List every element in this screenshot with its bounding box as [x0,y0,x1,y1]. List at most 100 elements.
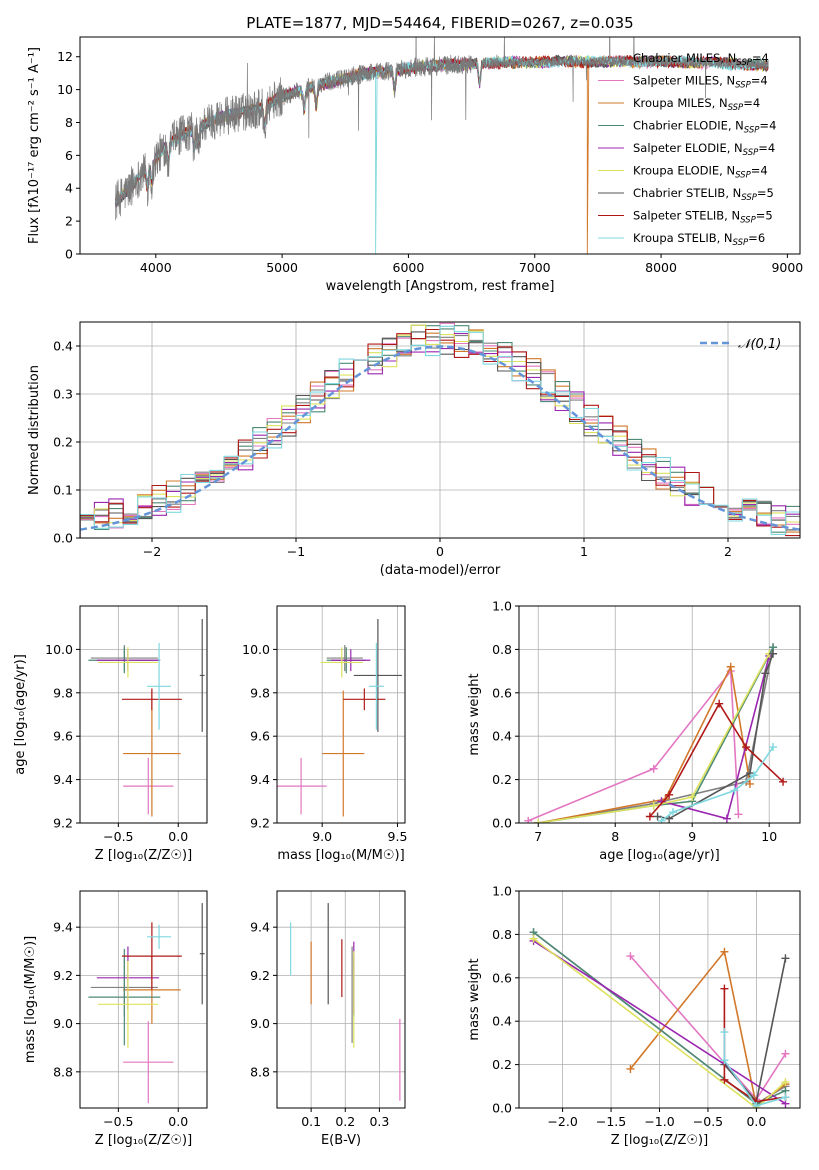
residual-histogram [80,325,800,538]
x-tick-label: −2 [143,544,161,559]
x-tick-label: −0.5 [103,1114,133,1129]
y-tick-label: 0.2 [492,772,512,787]
error-bar-point [322,690,365,817]
mass-weight-marker [781,1093,790,1102]
y-tick-label: 0.2 [53,435,73,450]
mass-weight-marker [649,764,658,773]
x-tick-label: 2 [724,544,732,559]
legend-nssp-subscript: SSP [744,126,760,136]
y-tick-label: 9.0 [250,1016,270,1031]
legend-nssp-subscript: SSP [733,238,749,248]
plot-content [277,619,402,817]
y-tick-label: 10 [57,82,73,97]
error-bar-point [353,619,402,732]
x-tick-label: 7 [534,829,542,844]
mass-weight-marker [720,1075,729,1084]
legend-model-name: Kroupa ELODIE [633,164,719,178]
y-axis-label: Normed distribution [27,365,42,495]
legend-entry: 𝒩(0,1) [738,337,781,352]
y-tick-label: 9.2 [53,816,73,831]
mass-weight-line [527,668,740,822]
x-axis-label: wavelength [Angstrom, rest frame] [326,279,555,294]
mass-weight-marker [665,790,674,799]
y-tick-label: 9.2 [250,816,270,831]
error-bar-point [199,619,205,732]
mass-weight-marker [524,816,533,823]
legend-nssp-prefix: , N [719,164,735,178]
y-tick-label: 9.4 [53,772,73,787]
x-tick-label: 5000 [266,260,298,275]
axes-frame [276,605,406,824]
legend-nssp-prefix: , N [724,209,740,223]
mass-weight-marker [720,947,729,956]
mass-weight-marker [715,699,724,708]
mass-weight-line [723,958,787,1104]
legend-entry: Salpeter STELIB, NSSP=5 [633,209,773,226]
y-tick-label: 9.8 [250,685,270,700]
y-tick-label: 9.8 [53,685,73,700]
y-tick-label: 6 [65,148,73,163]
y-tick-label: 10.0 [45,642,73,657]
axes-frame [79,36,801,255]
mass-weight-marker [769,743,778,752]
error-bar-point [368,642,384,730]
legend-nssp-subscript: SSP [741,193,757,203]
legend-nssp-eq: = [743,96,753,110]
spectrum-panel: 4000 5000 6000 7000 8000 9000 0 2 4 6 8 10 12 wavelen… [27,36,803,294]
plot-content [529,928,790,1108]
y-axis-label: mass weight [467,958,482,1040]
x-tick-label: 9 [688,829,696,844]
x-tick-label: 9.5 [388,829,408,844]
y-tick-label: 9.0 [53,1016,73,1031]
mass-weight-marker [781,1077,790,1086]
mass-weight-marker [626,952,635,961]
legend-entry: Salpeter ELODIE, NSSP=4 [633,141,775,158]
x-tick-label: −0.5 [103,829,133,844]
residual-histogram-panel: −2 −1 0 1 2 0.0 0.1 0.2 0.3 0.4 (data-model)/error… [27,321,801,578]
y-tick-label: 1.0 [492,884,512,899]
error-bar-point [320,647,363,678]
x-tick-label: 0 [436,544,444,559]
legend-nssp-prefix: , N [728,119,744,133]
x-tick-label: 1 [580,544,588,559]
axes-frame [79,890,208,1109]
mass-weight-marker [722,814,731,823]
error-bar-point [121,688,182,711]
mass-weight-marker [649,801,658,810]
y-tick-label: 0.2 [492,1057,512,1072]
mass-weight-marker [534,819,543,823]
mass-weight-marker [781,1049,790,1058]
y-tick-label: 9.6 [250,729,270,744]
y-tick-label: 0.0 [53,531,73,546]
mass-weight-marker [749,771,758,780]
y-tick-label: 0.8 [492,642,512,657]
y-tick-label: 8.8 [250,1064,270,1079]
x-axis-label: (data-model)/error [380,563,501,578]
mass-weight-marker [668,808,677,817]
x-tick-label: 0.0 [168,829,188,844]
legend-nssp-value: 4 [768,141,775,155]
legend-nssp-value: 4 [769,119,776,133]
error-bar-point [147,642,172,730]
error-bar-point [277,757,327,815]
mass-vs-metallicity-panel: −0.5 0.0 8.8 9.0 9.2 9.4 Z [log₁₀(Z/Z☉)] mass [… [23,890,208,1148]
x-tick-label: 8000 [645,260,677,275]
x-tick-label: 6000 [393,260,425,275]
y-tick-label: 0.0 [492,816,512,831]
y-tick-label: 1.0 [492,599,512,614]
mass-weight-line [538,653,770,823]
mass-weight-marker [769,649,778,658]
age-vs-metallicity-panel: −0.5 0.0 9.2 9.4 9.6 9.8 10.0 Z [log₁₀(Z/Z☉)] ag… [13,605,208,863]
plot-content [88,903,205,1104]
x-tick-label: 4000 [140,260,172,275]
error-bar-point [331,649,371,672]
error-bar-point [97,647,158,678]
y-axis-label: mass [log₁₀(M/M☉)] [23,936,38,1063]
mass-weight-marker [742,743,751,752]
error-bar-point [123,1021,174,1104]
legend-nssp-value: 5 [765,209,772,223]
legend-entry: Chabrier ELODIE, NSSP=4 [633,119,776,136]
legend-nssp-subscript: SSP [743,148,759,158]
